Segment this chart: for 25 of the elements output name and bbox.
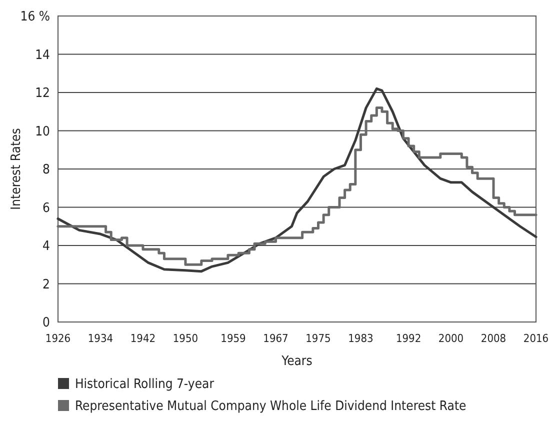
x-axis-title: Years [280,354,312,369]
y-tick-label: 2 [42,277,50,292]
x-tick-label: 1992 [396,332,422,345]
x-tick-label: 1926 [45,332,71,345]
y-tick-label: 14 [35,48,50,63]
x-tick-label: 2008 [480,332,506,345]
legend-label: Historical Rolling 7-year [75,377,214,392]
legend-label: Representative Mutual Company Whole Life Dividend Interest Rate [75,399,466,414]
y-axis-title: Interest Rates [9,128,24,210]
x-tick-label: 1934 [88,332,114,345]
y-tick-label: 4 [42,239,50,254]
y-tick-label: 6 [42,200,50,216]
y-tick-label: 8 [42,162,50,178]
y-tick-label: 16 % [20,10,50,25]
x-tick-label: 1950 [172,332,198,345]
x-tick-label: 1983 [348,332,374,345]
y-tick-label: 10 [35,124,50,140]
y-tick-label: 12 [35,86,50,102]
x-tick-label: 2000 [438,332,464,345]
x-tick-label: 1959 [220,332,246,345]
y-tick-label: 0 [42,316,50,331]
x-tick-label: 1975 [306,332,331,345]
x-tick-label: 1967 [263,332,288,345]
x-tick-label: 1942 [130,332,156,345]
x-tick-label: 2016 [523,332,549,345]
